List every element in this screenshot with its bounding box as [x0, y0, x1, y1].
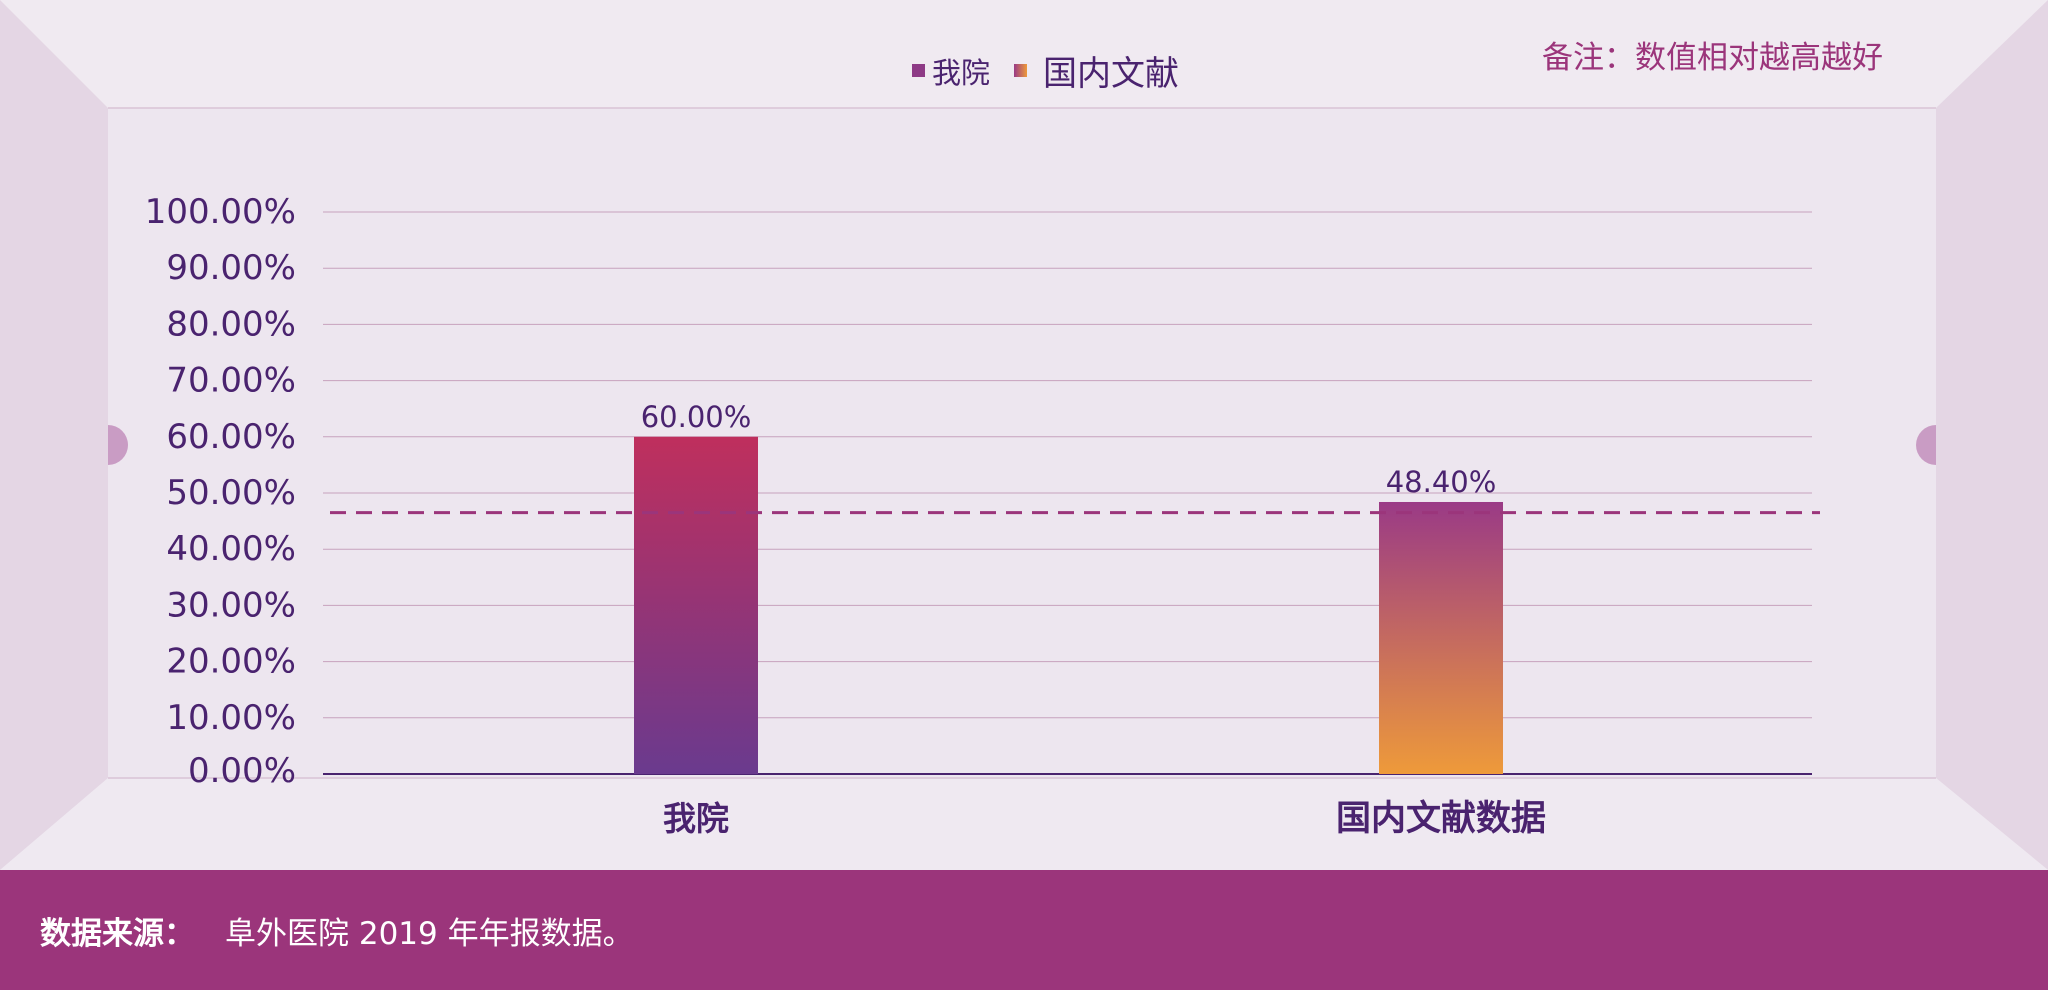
- legend-label-2: 国内文献: [1043, 54, 1180, 94]
- y-tick-label: 90.00%: [166, 248, 296, 288]
- legend-swatch-2: [1014, 64, 1028, 77]
- bars: [634, 436, 1503, 774]
- chart-stage: 0.00% 10.00% 20.00% 30.00% 40.00% 50.00% 60.00…: [0, 0, 2048, 870]
- y-tick-label: 30.00%: [166, 585, 296, 625]
- y-tick-label: 10.00%: [166, 698, 296, 738]
- data-label: 60.00%: [641, 400, 752, 434]
- y-tick-label: 60.00%: [166, 417, 296, 457]
- category-label: 国内文献数据: [1336, 799, 1546, 839]
- source-text: 阜外医院 2019 年年报数据。: [225, 915, 634, 952]
- x-axis-categories: 我院 国内文献数据: [663, 799, 1546, 839]
- y-tick-label: 70.00%: [166, 361, 296, 401]
- y-tick-label: 40.00%: [166, 529, 296, 569]
- y-tick-label: 20.00%: [166, 642, 296, 682]
- bar-chart: 0.00% 10.00% 20.00% 30.00% 40.00% 50.00% 60.00…: [145, 192, 1820, 839]
- y-tick-label: 80.00%: [166, 304, 296, 344]
- legend-label-1: 我院: [932, 55, 991, 90]
- y-tick-label: 50.00%: [166, 473, 296, 513]
- footer: 数据来源： 阜外医院 2019 年年报数据。: [0, 870, 2048, 990]
- y-tick-label: 0.00%: [188, 751, 296, 791]
- bar: [634, 436, 758, 774]
- y-tick-label: 100.00%: [145, 192, 296, 232]
- grid-lines: [323, 211, 1812, 775]
- source-label: 数据来源：: [40, 915, 195, 952]
- legend-swatch-1: [912, 64, 925, 77]
- data-label: 48.40%: [1386, 465, 1497, 499]
- bar: [1379, 501, 1503, 774]
- note: 备注：数值相对越高越好: [1542, 40, 1883, 76]
- y-axis-ticks: 0.00% 10.00% 20.00% 30.00% 40.00% 50.00% 60.00…: [145, 192, 296, 791]
- data-labels: 60.00% 48.40%: [641, 400, 1497, 499]
- category-label: 我院: [663, 799, 729, 838]
- decorative-frame: [0, 0, 2048, 870]
- legend: 我院 国内文献: [912, 46, 1179, 95]
